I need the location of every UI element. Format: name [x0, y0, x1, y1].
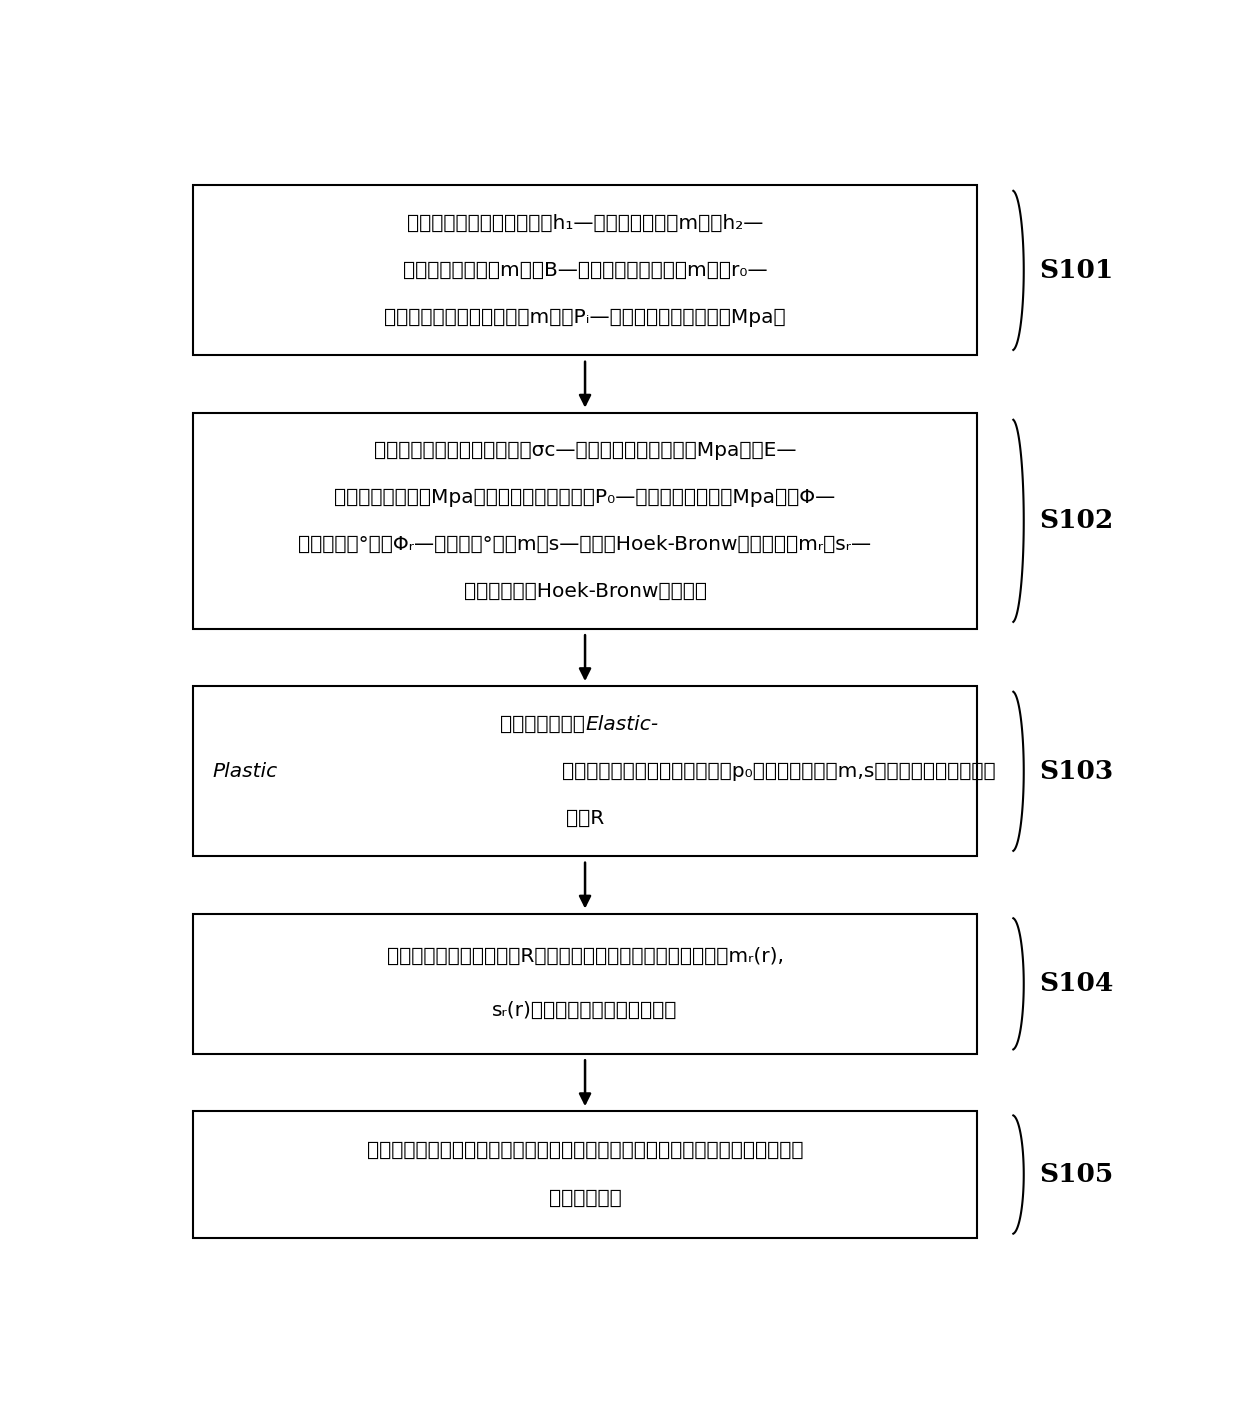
Text: 不论何种模型，: 不论何种模型， — [500, 714, 585, 734]
Text: 塑性区应力迭代计算公式，得到塑性区应力分布形态、洞周围岩的变形量、支护应: 塑性区应力迭代计算公式，得到塑性区应力分布形态、洞周围岩的变形量、支护应 — [367, 1141, 804, 1160]
FancyBboxPatch shape — [193, 686, 977, 857]
Text: sᵣ(r)，并且符合双曲线软化模型: sᵣ(r)，并且符合双曲线软化模型 — [492, 1002, 678, 1020]
Text: 确定地下洞室的几何参数：h₁—地下洞室埋深（m）；h₂—: 确定地下洞室的几何参数：h₁—地下洞室埋深（m）；h₂— — [407, 214, 764, 232]
Text: S102: S102 — [1039, 509, 1114, 534]
Text: S101: S101 — [1039, 258, 1114, 283]
Text: 地下洞室总高度（m）；B—地下硭室的总跨度（m）；r₀—: 地下洞室总高度（m）；B—地下硭室的总跨度（m）；r₀— — [403, 261, 768, 280]
FancyBboxPatch shape — [193, 914, 977, 1054]
Text: 半径R: 半径R — [565, 809, 604, 828]
FancyBboxPatch shape — [193, 186, 977, 355]
Text: 界面处径向应力只与原岩应力（p₀）和原岩强度（m,s）有关，可得塑性区的: 界面处径向应力只与原岩应力（p₀）和原岩强度（m,s）有关，可得塑性区的 — [563, 762, 996, 781]
Text: 定岩体的地应力和强度参数：σᴄ—岩块的单轴抗拉强度（Mpa）；E—: 定岩体的地应力和强度参数：σᴄ—岩块的单轴抗拉强度（Mpa）；E— — [373, 441, 796, 459]
Text: S104: S104 — [1039, 971, 1114, 996]
Text: 岩块的弹性模量（Mpa）；一岩块的泊松比；P₀—岩体初始地应力（Mpa）；Φ—: 岩块的弹性模量（Mpa）；一岩块的泊松比；P₀—岩体初始地应力（Mpa）；Φ— — [335, 488, 836, 507]
Text: 岩体破碎区的Hoek-Bronw强度参数: 岩体破碎区的Hoek-Bronw强度参数 — [464, 582, 707, 600]
Text: 求得地下硭室塑性区半径R，则可得洞周任意点的塑性强度参数mᵣ(r),: 求得地下硭室塑性区半径R，则可得洞周任意点的塑性强度参数mᵣ(r), — [387, 947, 784, 967]
Text: 地下洞室开挖的等效半径（m）；Pᵢ—地下洞室的支护压力（Mpa）: 地下洞室开挖的等效半径（m）；Pᵢ—地下洞室的支护压力（Mpa） — [384, 309, 786, 327]
FancyBboxPatch shape — [193, 413, 977, 628]
Text: Elastic-: Elastic- — [585, 714, 658, 734]
FancyBboxPatch shape — [193, 1112, 977, 1237]
Text: Plastic: Plastic — [213, 762, 278, 781]
Text: S105: S105 — [1039, 1162, 1114, 1186]
Text: 力的优化分析: 力的优化分析 — [548, 1189, 621, 1209]
Text: 内摩擦角（°）；Φᵣ—剪胀角（°）；m，s—原岩的Hoek-Bronw强度参数；mᵣ，sᵣ—: 内摩擦角（°）；Φᵣ—剪胀角（°）；m，s—原岩的Hoek-Bronw强度参数；… — [299, 535, 872, 554]
Text: S103: S103 — [1039, 759, 1114, 783]
